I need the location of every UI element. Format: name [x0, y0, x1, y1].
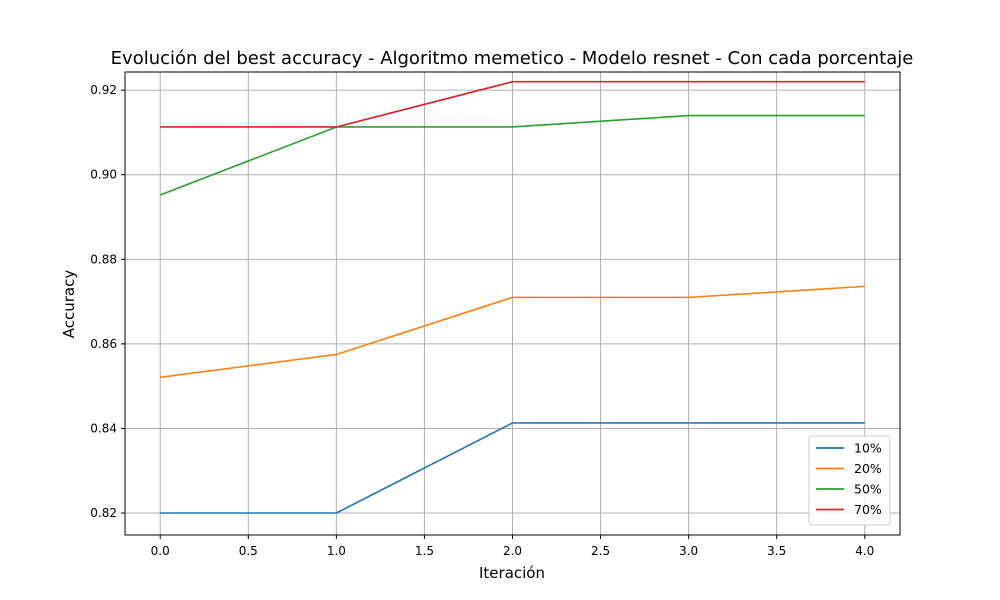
legend-label: 10% — [854, 441, 882, 456]
y-tick-label: 0.82 — [90, 506, 117, 520]
legend-box — [808, 435, 891, 526]
x-tick-label: 0.5 — [239, 544, 258, 558]
y-tick-label: 0.88 — [90, 252, 117, 266]
chart-title: Evolución del best accuracy - Algoritmo … — [111, 48, 914, 69]
series-line-20pct — [160, 285, 865, 379]
legend-label: 70% — [854, 502, 882, 517]
x-tick-label: 0.0 — [151, 544, 170, 558]
legend: 10% 20% 50% 70% — [808, 435, 891, 526]
x-tick-label: 2.0 — [503, 544, 522, 558]
x-tick-label: 3.0 — [679, 544, 698, 558]
series-layer — [159, 80, 865, 514]
series-line-70pct — [160, 80, 865, 128]
y-axis-label: Accuracy — [60, 270, 78, 339]
legend-label: 50% — [854, 482, 882, 497]
y-tick-label: 0.92 — [90, 83, 117, 97]
y-tick-label: 0.90 — [90, 168, 117, 182]
series-line-10pct — [160, 422, 865, 514]
legend-label: 20% — [854, 461, 882, 476]
x-tick-label: 4.0 — [855, 544, 874, 558]
grid-layer — [125, 72, 900, 535]
x-tick-label: 2.5 — [591, 544, 610, 558]
series-line-50pct — [159, 114, 865, 196]
y-tick-label: 0.84 — [90, 421, 117, 435]
x-tick-label: 3.5 — [767, 544, 786, 558]
x-axis-label: Iteración — [479, 564, 545, 582]
tick-layer: 0.0 0.5 1.0 1.5 2.0 2.5 3.0 3.5 4.0 0.82 0.84 0.86 0… — [90, 83, 874, 558]
y-tick-label: 0.86 — [90, 337, 117, 351]
x-tick-label: 1.0 — [327, 544, 346, 558]
x-tick-label: 1.5 — [415, 544, 434, 558]
